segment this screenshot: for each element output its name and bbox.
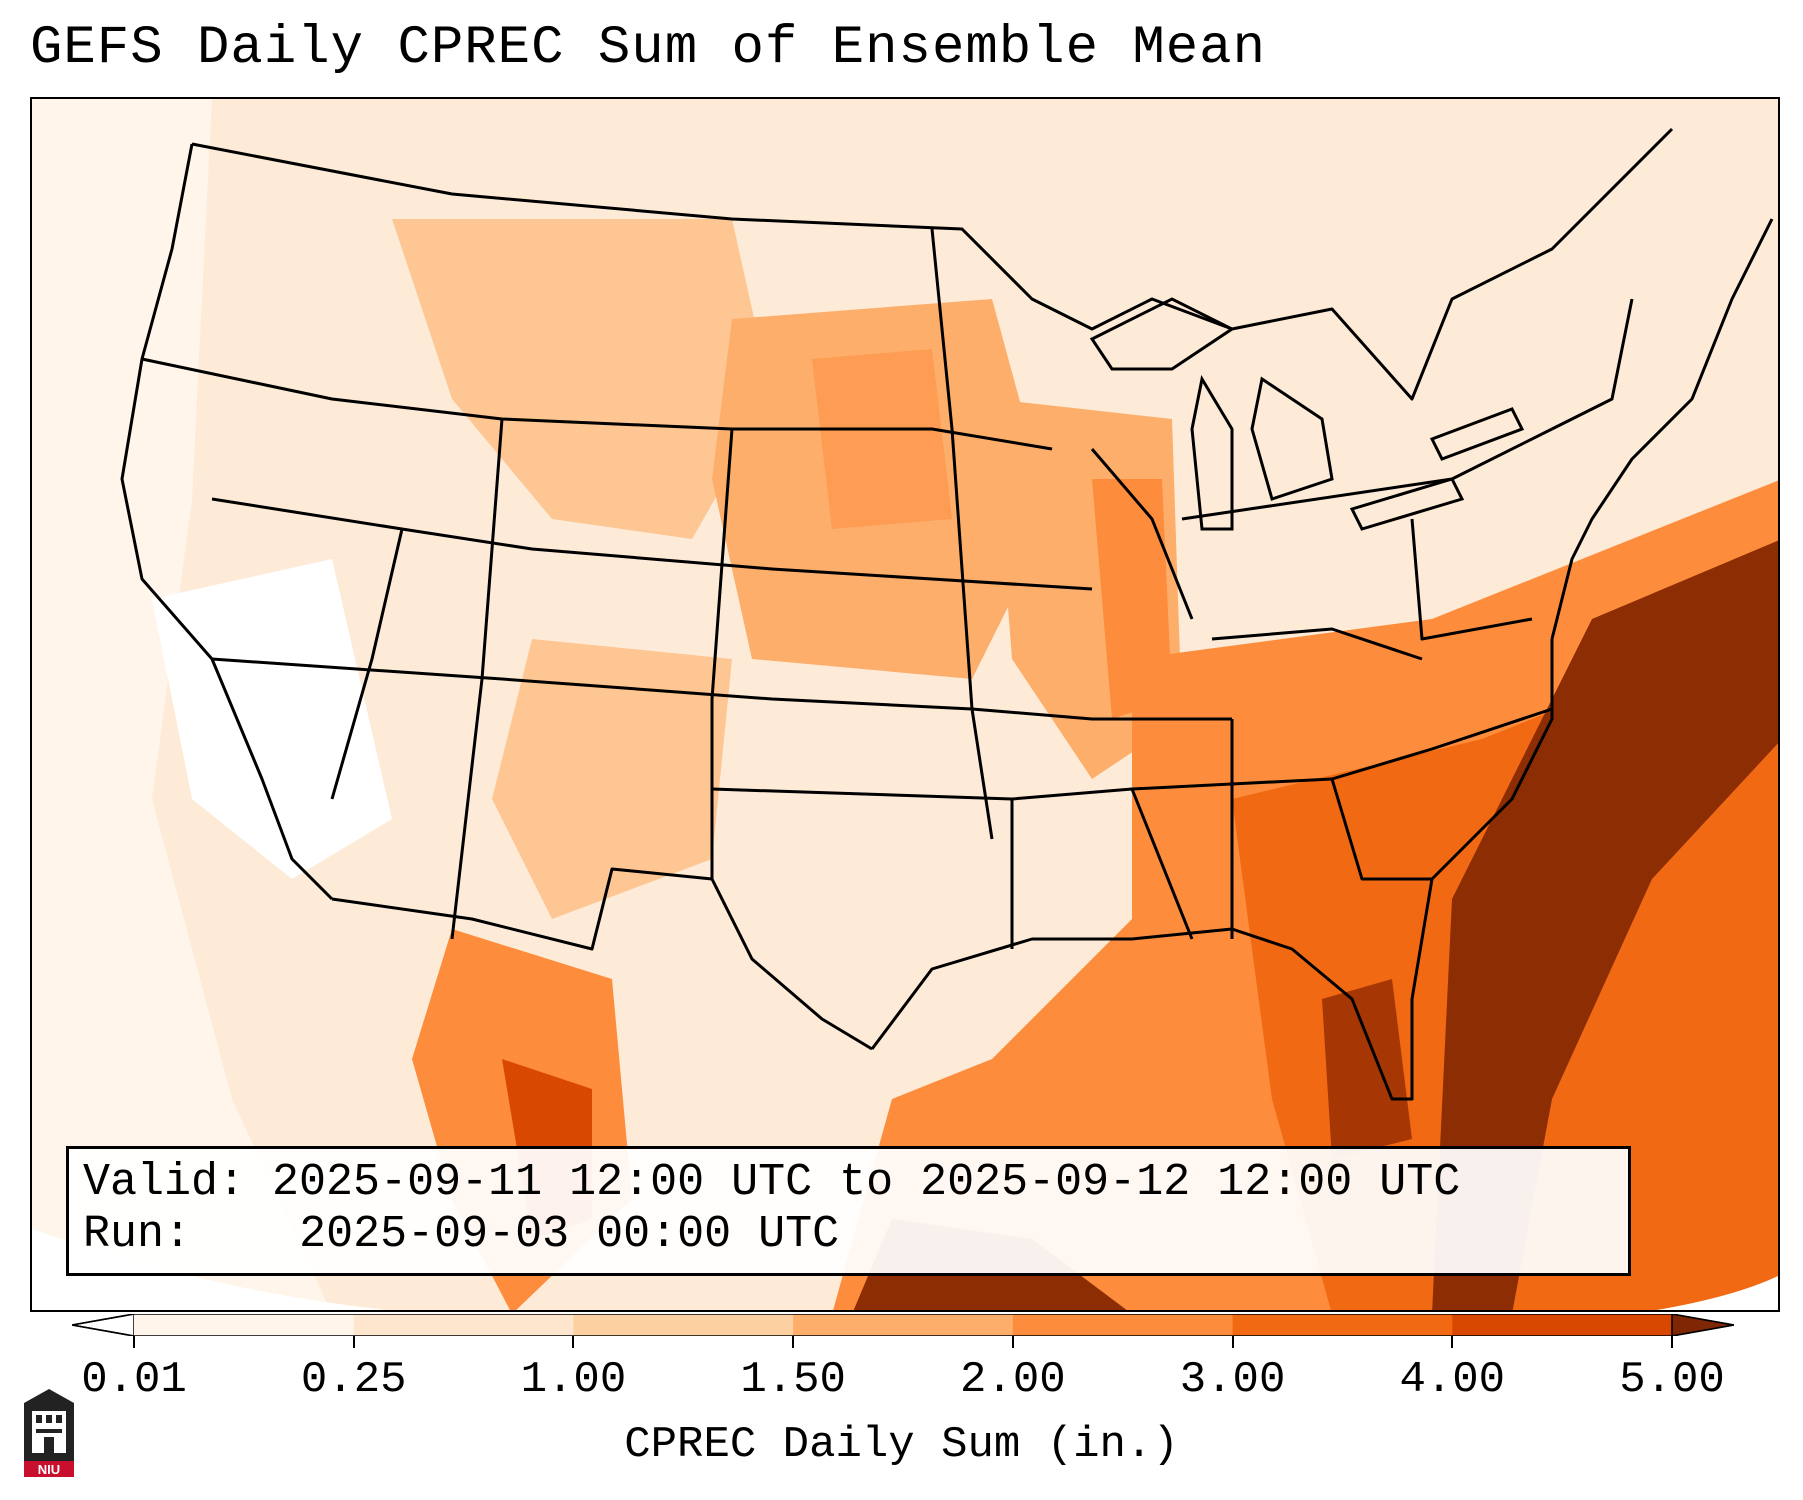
colorbar-tick-mark — [792, 1336, 795, 1348]
precipitation-map — [30, 97, 1780, 1312]
colorbar-tick-mark — [133, 1336, 135, 1348]
colorbar-label: CPREC Daily Sum (in.) — [624, 1420, 1179, 1470]
valid-value: 2025-09-11 12:00 UTC to 2025-09-12 12:00… — [272, 1157, 1461, 1208]
colorbar-tick-label: 3.00 — [1179, 1355, 1286, 1405]
colorbar-tick-label: 5.00 — [1619, 1355, 1725, 1405]
map-canvas — [32, 99, 1778, 1310]
state-borders — [120, 127, 1774, 1101]
colorbar-tick-label: 1.50 — [740, 1355, 846, 1405]
svg-text:NIU: NIU — [38, 1462, 60, 1477]
dakotas-precip — [812, 349, 952, 529]
projection-edge-left — [32, 1229, 388, 1310]
run-label: Run: — [83, 1209, 192, 1260]
colorbar-tick-label: 2.00 — [960, 1355, 1066, 1405]
colorbar-tick-label: 4.00 — [1399, 1355, 1506, 1405]
colorbar-tick-mark — [1671, 1336, 1673, 1348]
colorbar-tick-mark — [1231, 1336, 1234, 1348]
colorbar-segment — [1012, 1314, 1234, 1336]
colorbar-tick-label: 0.01 — [81, 1355, 187, 1405]
florida-heavy-precip — [1322, 979, 1412, 1159]
colorbar-segment — [134, 1314, 355, 1336]
valid-row: Valid: 2025-09-11 12:00 UTC to 2025-09-1… — [83, 1157, 1628, 1209]
niu-logo: NIU — [24, 1389, 74, 1477]
northern-rockies-precip — [392, 219, 772, 539]
projection-edge — [1656, 1275, 1778, 1310]
colorbar-segment — [1452, 1314, 1673, 1336]
colorbar-over-arrow — [1671, 1314, 1734, 1336]
colorbar-segment — [793, 1314, 1014, 1336]
colorbar-tick-mark — [352, 1336, 355, 1348]
colorbar-tick-mark — [1011, 1336, 1014, 1348]
colorbar-segment — [573, 1314, 794, 1336]
pacific-light-region — [32, 99, 331, 1310]
colorbar-segment — [353, 1314, 574, 1336]
run-value: 2025-09-03 00:00 UTC — [299, 1209, 840, 1260]
valid-label: Valid: — [83, 1157, 246, 1208]
colorbar-tick-mark — [572, 1336, 575, 1348]
colorbar-tick-label: 1.00 — [520, 1355, 627, 1405]
southwest-precip — [492, 639, 732, 919]
colorbar-tick-label: 0.25 — [300, 1355, 407, 1405]
colorbar-under-arrow — [72, 1314, 135, 1336]
map-title: GEFS Daily CPREC Sum of Ensemble Mean — [30, 18, 1266, 79]
run-info-box: Valid: 2025-09-11 12:00 UTC to 2025-09-1… — [66, 1146, 1631, 1276]
run-row: Run: 2025-09-03 00:00 UTC — [83, 1209, 1628, 1261]
colorbar-tick-mark — [1451, 1336, 1454, 1348]
atlantic-heavy-band — [1432, 540, 1778, 1310]
colorbar — [72, 1314, 1734, 1336]
great-lakes — [1089, 297, 1525, 531]
colorbar-segment — [1232, 1314, 1453, 1336]
